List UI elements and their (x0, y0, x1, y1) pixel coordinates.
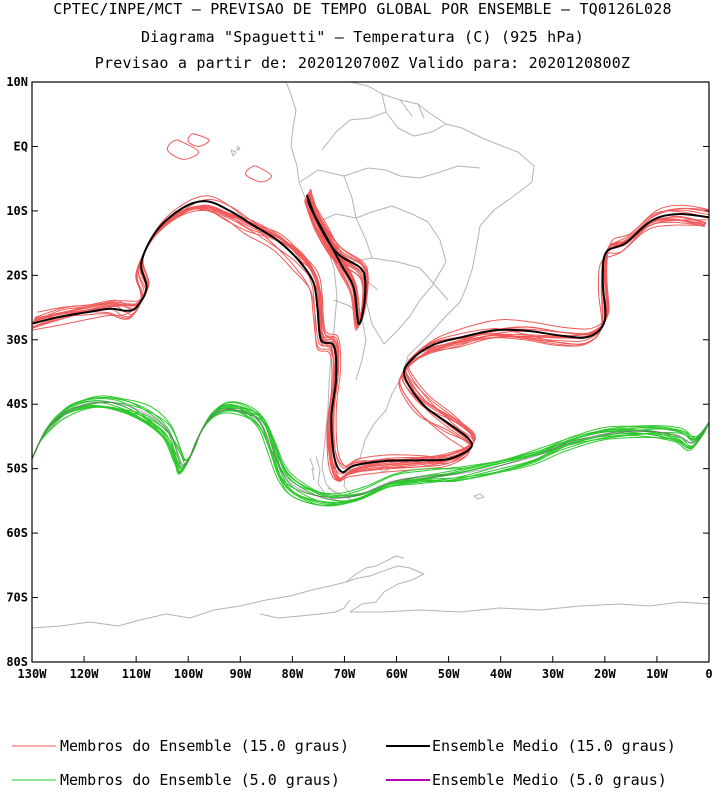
member-5-line (34, 404, 709, 498)
member-15-line (32, 207, 707, 481)
antarctica-coastline (32, 565, 709, 629)
x-tick-label: 50W (438, 667, 460, 681)
y-tick-label: 60S (6, 526, 28, 540)
member-15-interior-line (305, 195, 364, 328)
antarctic-peninsula (259, 555, 405, 619)
member-15-line (32, 195, 705, 467)
y-tick-label: 70S (6, 591, 28, 605)
axis-ticks (31, 81, 710, 663)
y-tick-label: 10N (6, 75, 28, 89)
x-tick-label: 10W (646, 667, 668, 681)
member-15-line (34, 205, 708, 482)
x-tick-label: 120W (70, 667, 100, 681)
forecast-validity-line: Previsao a partir de: 2020120700Z Valido… (94, 54, 631, 72)
x-tick-label: 20W (594, 667, 616, 681)
map-background (32, 82, 709, 629)
x-tick-label: 40W (490, 667, 512, 681)
south-georgia (473, 493, 485, 500)
member-5-line (32, 397, 709, 497)
mean-5-line (32, 401, 709, 500)
member-15-loop (187, 133, 210, 147)
y-tick-label: 10S (6, 204, 28, 218)
ensemble-mean-lines (32, 194, 709, 500)
x-axis-labels: 130W 120W 110W 100W 90W 80W 70W 60W 50W 40W 30W 20W… (18, 667, 713, 681)
member-5-line (32, 406, 707, 507)
legend-label-mean5: Ensemble Medio (5.0 graus) (432, 771, 667, 789)
country-borders (299, 93, 481, 381)
x-tick-label: 30W (542, 667, 564, 681)
y-axis-labels: 10N EQ 10S 20S 30S 40S 50S 60S 70S 80S (6, 75, 28, 669)
members-5-isotherm (32, 395, 709, 507)
member-5-line (34, 400, 708, 503)
member-15-line (34, 198, 705, 475)
member-5-line (34, 402, 709, 499)
mean-15-interior-line (306, 194, 367, 326)
legend-label-members5: Membros do Ensemble (5.0 graus) (60, 771, 340, 789)
y-tick-label: 20S (6, 268, 28, 282)
y-tick-label: 30S (6, 333, 28, 347)
chart-title: Diagrama "Spaguetti" – Temperatura (C) (… (140, 28, 585, 46)
legend-label-mean15: Ensemble Medio (15.0 graus) (432, 737, 676, 755)
header-title: CPTEC/INPE/MCT – PREVISAO DE TEMPO GLOBA… (53, 0, 672, 18)
y-tick-label: 50S (6, 462, 28, 476)
x-tick-label: 80W (282, 667, 304, 681)
x-tick-label: 60W (386, 667, 408, 681)
member-5-line (32, 401, 709, 504)
member-15-line (32, 207, 705, 469)
y-tick-label: 40S (6, 397, 28, 411)
x-tick-label: 110W (122, 667, 152, 681)
x-tick-label: 100W (174, 667, 204, 681)
mean-15-line (32, 200, 709, 474)
member-15-loop (166, 139, 200, 160)
y-tick-label: 80S (6, 655, 28, 669)
member-5-line (32, 397, 709, 498)
x-tick-label: 0 (705, 667, 712, 681)
legend-label-members15: Membros do Ensemble (15.0 graus) (60, 737, 349, 755)
galapagos-islands (230, 145, 241, 157)
legend: Membros do Ensemble (15.0 graus) Ensembl… (12, 737, 676, 789)
x-tick-label: 130W (18, 667, 48, 681)
x-tick-label: 70W (334, 667, 356, 681)
south-america-coastline (285, 82, 535, 497)
y-tick-label: EQ (14, 139, 28, 153)
member-15-loop (244, 165, 273, 183)
x-tick-label: 90W (229, 667, 251, 681)
plot-frame (31, 81, 710, 663)
